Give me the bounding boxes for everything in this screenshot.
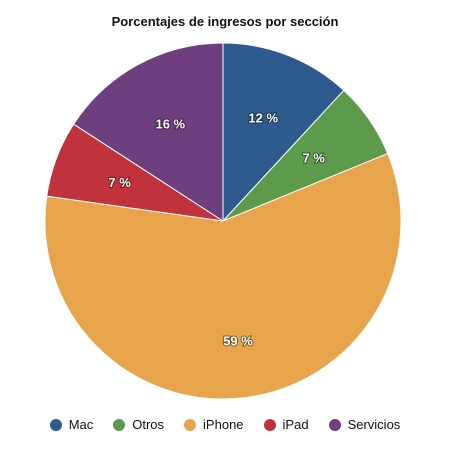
legend-item-otros: Otros [113, 417, 164, 432]
legend-label: Otros [132, 417, 165, 432]
pie-slices [44, 42, 402, 400]
slice-label-ipad: 7 % [108, 175, 131, 190]
legend-swatch [328, 418, 341, 431]
legend-label: iPad [282, 417, 309, 432]
legend-item-iphone: iPhone [184, 417, 244, 432]
pie-slice-iphone [44, 152, 402, 400]
legend-item-ipad: iPad [263, 417, 309, 432]
legend-label: iPhone [203, 417, 244, 432]
chart-title: Porcentajes de ingresos por sección [111, 14, 339, 29]
legend-item-servicios: Servicios [328, 417, 401, 432]
pie-slice-servicios [72, 42, 224, 222]
legend-swatch [263, 418, 276, 431]
slice-label-servicios: 16 % [155, 117, 185, 132]
slice-label-otros: 7 % [302, 151, 325, 166]
slice-label-iphone: 59 % [223, 334, 253, 349]
legend-swatch [184, 418, 197, 431]
pie-slice-labels: 12 % 7 % 59 % 7 % 16 % [107, 110, 326, 350]
legend-label: Servicios [347, 417, 401, 432]
legend-swatch [49, 418, 62, 431]
slice-label-mac: 12 % [248, 111, 278, 126]
pie-slice-mac [222, 42, 345, 223]
legend-swatch [113, 418, 126, 431]
legend-item-mac: Mac [49, 417, 94, 432]
chart-legend: Mac Otros iPhone iPad Servicios [0, 417, 450, 432]
legend-label: Mac [68, 417, 94, 432]
